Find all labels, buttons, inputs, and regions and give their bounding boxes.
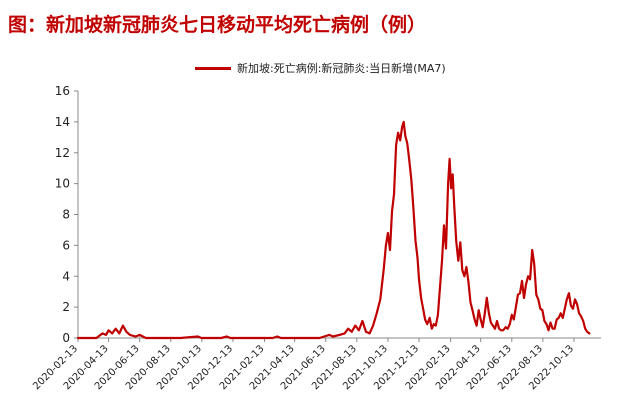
y-tick-label: 8 <box>62 208 70 222</box>
y-tick-label: 10 <box>55 177 70 191</box>
legend-swatch <box>195 66 231 70</box>
y-tick-label: 12 <box>55 146 70 160</box>
series-line <box>76 120 591 340</box>
y-tick-label: 4 <box>62 269 70 283</box>
chart-title: 图：新加坡新冠肺炎七日移动平均死亡病例（例） <box>8 14 427 36</box>
y-tick-label: 0 <box>62 331 70 345</box>
y-tick-label: 6 <box>62 238 70 252</box>
y-tick-label: 14 <box>55 115 70 129</box>
y-tick-label: 2 <box>62 300 70 314</box>
y-tick-label: 16 <box>55 84 70 98</box>
chart-legend: 新加坡:死亡病例:新冠肺炎:当日新增(MA7) <box>195 60 446 76</box>
legend-label: 新加坡:死亡病例:新冠肺炎:当日新增(MA7) <box>237 62 446 75</box>
